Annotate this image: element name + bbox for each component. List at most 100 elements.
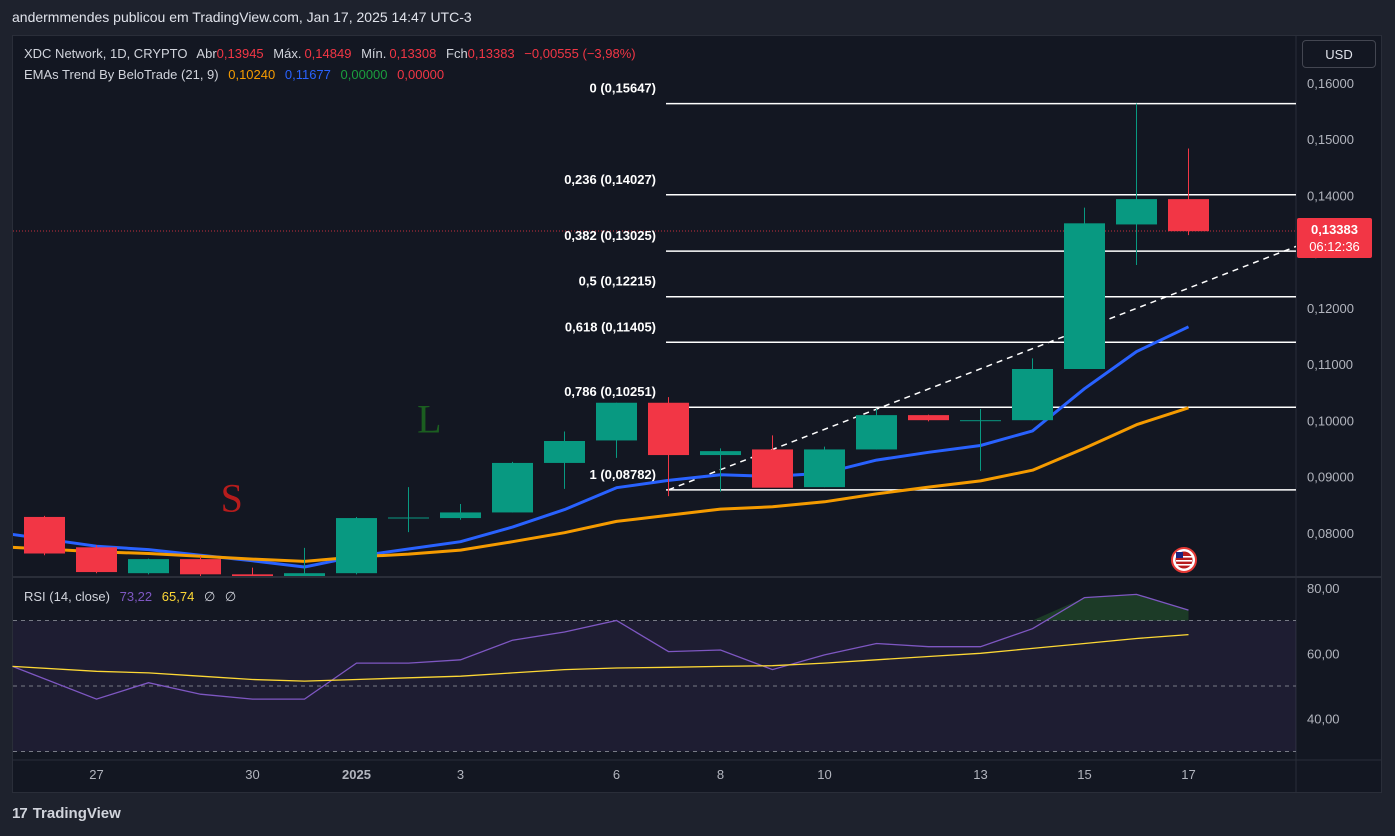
candle	[76, 545, 117, 574]
candle-body	[24, 516, 65, 554]
rsi-name[interactable]: RSI (14, close)	[24, 589, 110, 604]
candle	[1116, 103, 1157, 265]
candle-body	[388, 517, 429, 519]
rsi-tick-label: 80,00	[1307, 581, 1340, 596]
candle	[648, 397, 689, 497]
sell-signal-marker: S	[221, 475, 243, 520]
extra2-value: 0,00000	[397, 67, 445, 82]
candle	[232, 567, 273, 576]
candle	[596, 402, 637, 458]
close-label: Fch	[446, 46, 468, 61]
candle-body	[804, 449, 845, 488]
time-tick-label: 13	[973, 767, 987, 782]
symbol-name[interactable]: XDC Network, 1D, CRYPTO	[24, 46, 188, 61]
candle-body	[648, 402, 689, 456]
current-price-value: 0,13383	[1311, 222, 1358, 237]
time-tick-label: 30	[245, 767, 259, 782]
candle-body	[128, 559, 169, 574]
publish-line: andermmendes publicou em TradingView.com…	[12, 9, 472, 25]
price-tick-label: 0,15000	[1307, 132, 1354, 147]
candle-body	[492, 462, 533, 513]
rsi-pane: 80,00 60,00 40,00	[12, 581, 1340, 752]
candle	[960, 408, 1001, 471]
fib-level-label: 1 (0,08782)	[590, 467, 657, 482]
price-tick-label: 0,09000	[1307, 470, 1354, 485]
candle-body	[700, 451, 741, 456]
candle	[24, 515, 65, 556]
price-tick-label: 0,08000	[1307, 526, 1354, 541]
symbol-legend: XDC Network, 1D, CRYPTO Abr0,13945 Máx. 0…	[24, 46, 642, 61]
ema21-line	[13, 406, 1189, 563]
candle	[336, 516, 377, 575]
candle	[492, 461, 533, 513]
candle-body	[232, 574, 273, 576]
change-value: −0,00555 (−3,98%)	[524, 46, 636, 61]
candle-body	[752, 449, 793, 488]
rsi-extra1: ∅	[203, 589, 216, 604]
candle-body	[440, 512, 481, 519]
time-tick-label: 27	[89, 767, 103, 782]
candle-body	[336, 518, 377, 574]
candle-body	[856, 415, 897, 450]
candle	[1168, 148, 1209, 236]
rsi-ma-value: 65,74	[161, 589, 195, 604]
indicator-name[interactable]: EMAs Trend By BeloTrade (21, 9)	[24, 67, 219, 82]
tradingview-logo-icon: 17	[12, 805, 28, 822]
long-signal-marker: L	[417, 397, 441, 442]
fib-level-label: 0,618 (0,11405)	[565, 319, 656, 334]
candle	[180, 556, 221, 576]
rsi-extra2: ∅	[224, 589, 237, 604]
candle-body	[1012, 369, 1053, 421]
time-tick-label: 17	[1181, 767, 1195, 782]
time-tick-label: 15	[1077, 767, 1091, 782]
candle-body	[960, 420, 1001, 422]
candle-body	[284, 573, 325, 576]
candle-body	[1168, 199, 1209, 232]
rsi-line	[12, 593, 1189, 700]
brand-name: TradingView	[32, 805, 121, 822]
ema9-value: 0,11677	[284, 67, 331, 82]
rsi-overbought-fill	[1032, 594, 1189, 621]
ema9-line	[13, 325, 1190, 569]
extra1-value: 0,00000	[340, 67, 388, 82]
price-tick-label: 0,11000	[1307, 357, 1353, 372]
price-tick-label: 0,14000	[1307, 188, 1354, 203]
candle	[544, 431, 585, 489]
candle	[804, 446, 845, 488]
open-label: Abr	[196, 46, 217, 61]
tradingview-brand[interactable]: 17 TradingView	[12, 805, 121, 822]
fib-level-label: 0,382 (0,13025)	[564, 228, 656, 243]
candle-body	[1064, 223, 1105, 369]
candle-body	[1116, 199, 1157, 225]
candle	[700, 448, 741, 492]
candle	[1064, 207, 1105, 369]
us-flag-event-icon	[1171, 547, 1197, 573]
low-value: 0,13308	[389, 46, 437, 61]
rsi-legend: RSI (14, close) 73,22 65,74 ∅ ∅	[24, 589, 242, 605]
current-price-tag	[1297, 218, 1372, 259]
rsi-value: 73,22	[119, 589, 153, 604]
time-tick-label: 3	[457, 767, 464, 782]
candle	[284, 547, 325, 576]
candle-body	[180, 559, 221, 575]
price-tick-label: 0,16000	[1307, 76, 1354, 91]
main-pane: 0 (0,15647) 0,236 (0,14027) 0,382 (0,13025…	[13, 81, 1296, 576]
fib-level-label: 0,5 (0,12215)	[579, 274, 656, 289]
fib-level-label: 0 (0,15647)	[590, 81, 657, 96]
currency-button[interactable]: USD	[1302, 40, 1376, 68]
candle	[128, 558, 169, 575]
candle	[388, 487, 429, 533]
candle	[856, 408, 897, 450]
open-value: 0,13945	[216, 46, 264, 61]
candle-body	[908, 415, 949, 421]
time-tick-label: 6	[613, 767, 620, 782]
trend-line	[668, 245, 1296, 491]
candle	[1012, 358, 1053, 421]
low-label: Mín.	[361, 46, 387, 61]
close-value: 0,13383	[467, 46, 515, 61]
time-tick-label: 2025	[342, 767, 371, 782]
fib-level-label: 0,236 (0,14027)	[564, 172, 656, 187]
rsi-ma-line	[12, 633, 1189, 682]
time-tick-label: 8	[717, 767, 724, 782]
